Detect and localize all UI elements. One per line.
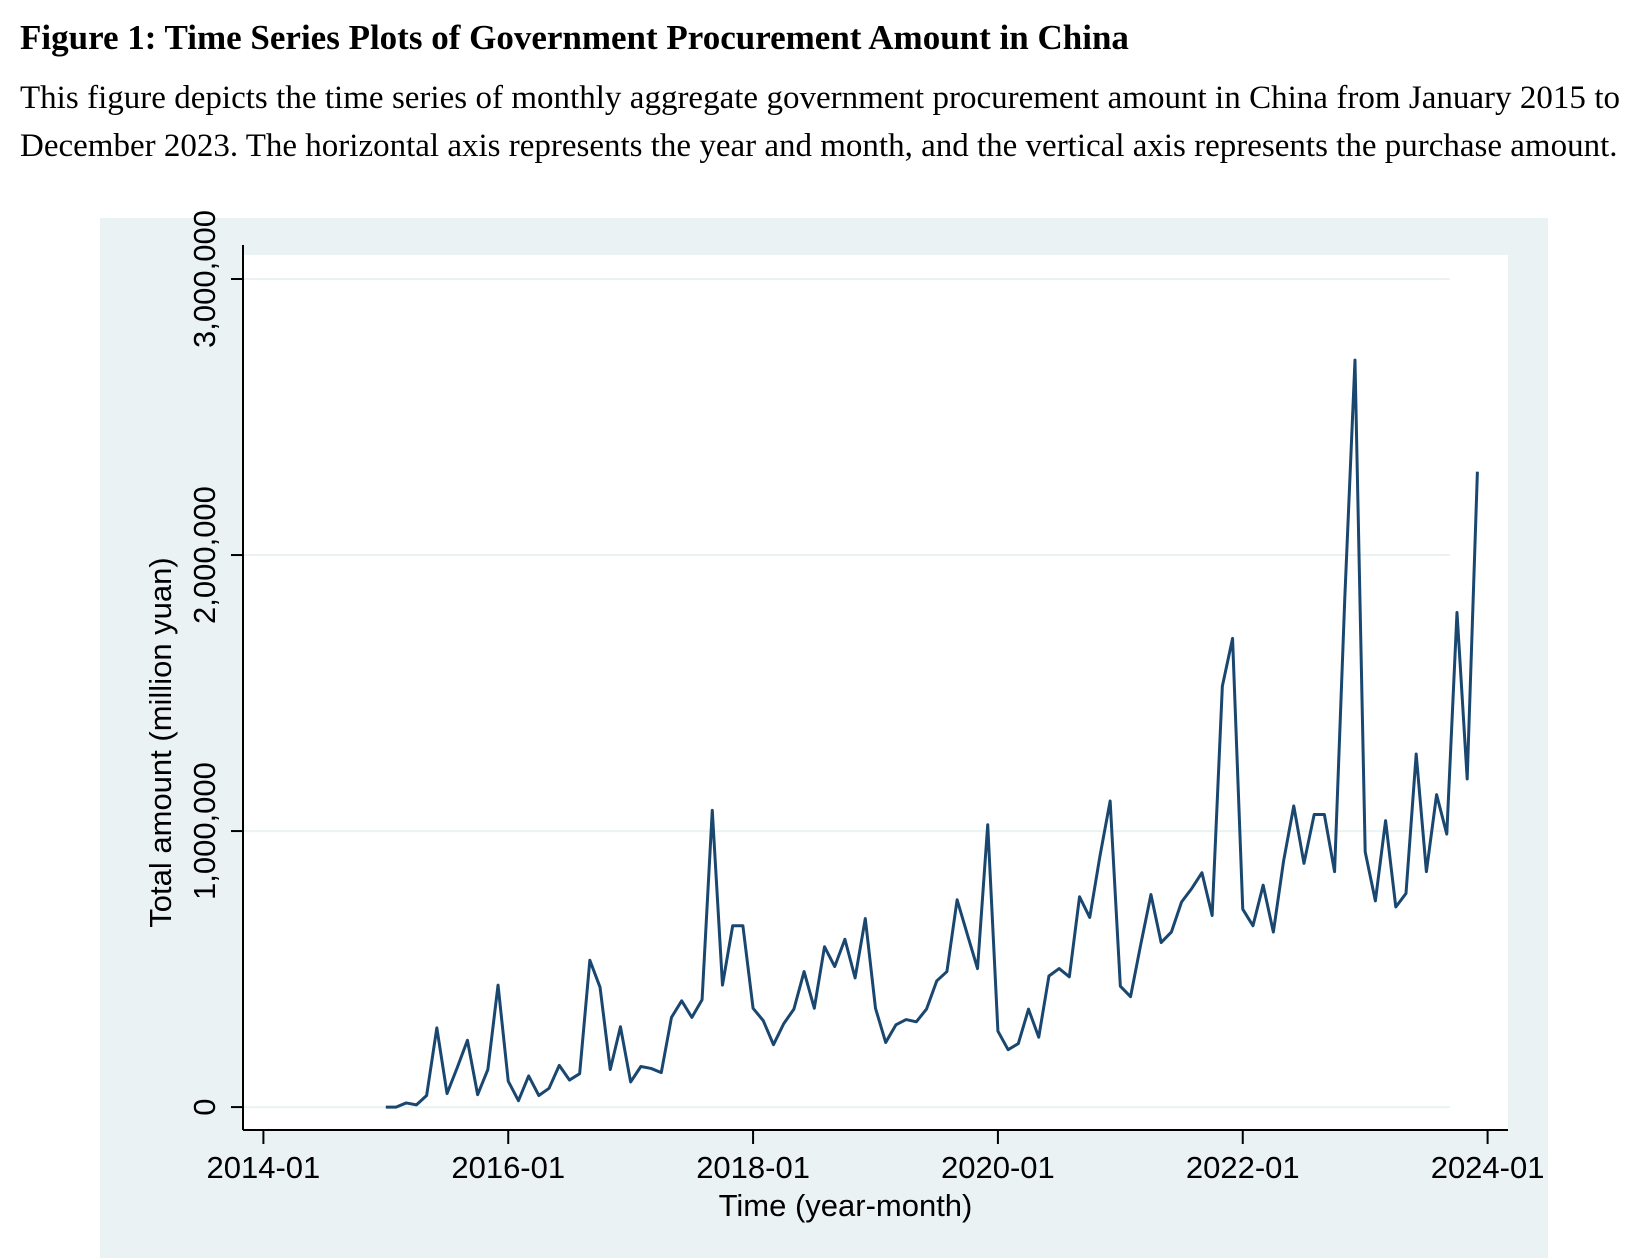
y-tick-label: 0 xyxy=(187,1098,222,1115)
data-line xyxy=(385,358,1479,1109)
x-tick-label: 2014-01 xyxy=(207,1150,321,1185)
y-tick-label: 2,000,000 xyxy=(187,486,222,624)
x-axis-title: Time (year-month) xyxy=(719,1188,973,1223)
figure-title: Figure 1: Time Series Plots of Governmen… xyxy=(20,18,1129,57)
figure-caption: This figure depicts the time series of m… xyxy=(20,80,1620,164)
x-tick-label: 2018-01 xyxy=(696,1150,810,1185)
x-tick-label: 2024-01 xyxy=(1431,1150,1545,1185)
x-tick-label: 2016-01 xyxy=(451,1150,565,1185)
x-tick-label: 2020-01 xyxy=(941,1150,1055,1185)
y-tick-label: 1,000,000 xyxy=(187,762,222,900)
y-tick-label: 3,000,000 xyxy=(187,210,222,348)
y-axis-title: Total amount (million yuan) xyxy=(143,557,178,927)
plot-area xyxy=(243,255,1508,1130)
x-tick-label: 2022-01 xyxy=(1186,1150,1300,1185)
